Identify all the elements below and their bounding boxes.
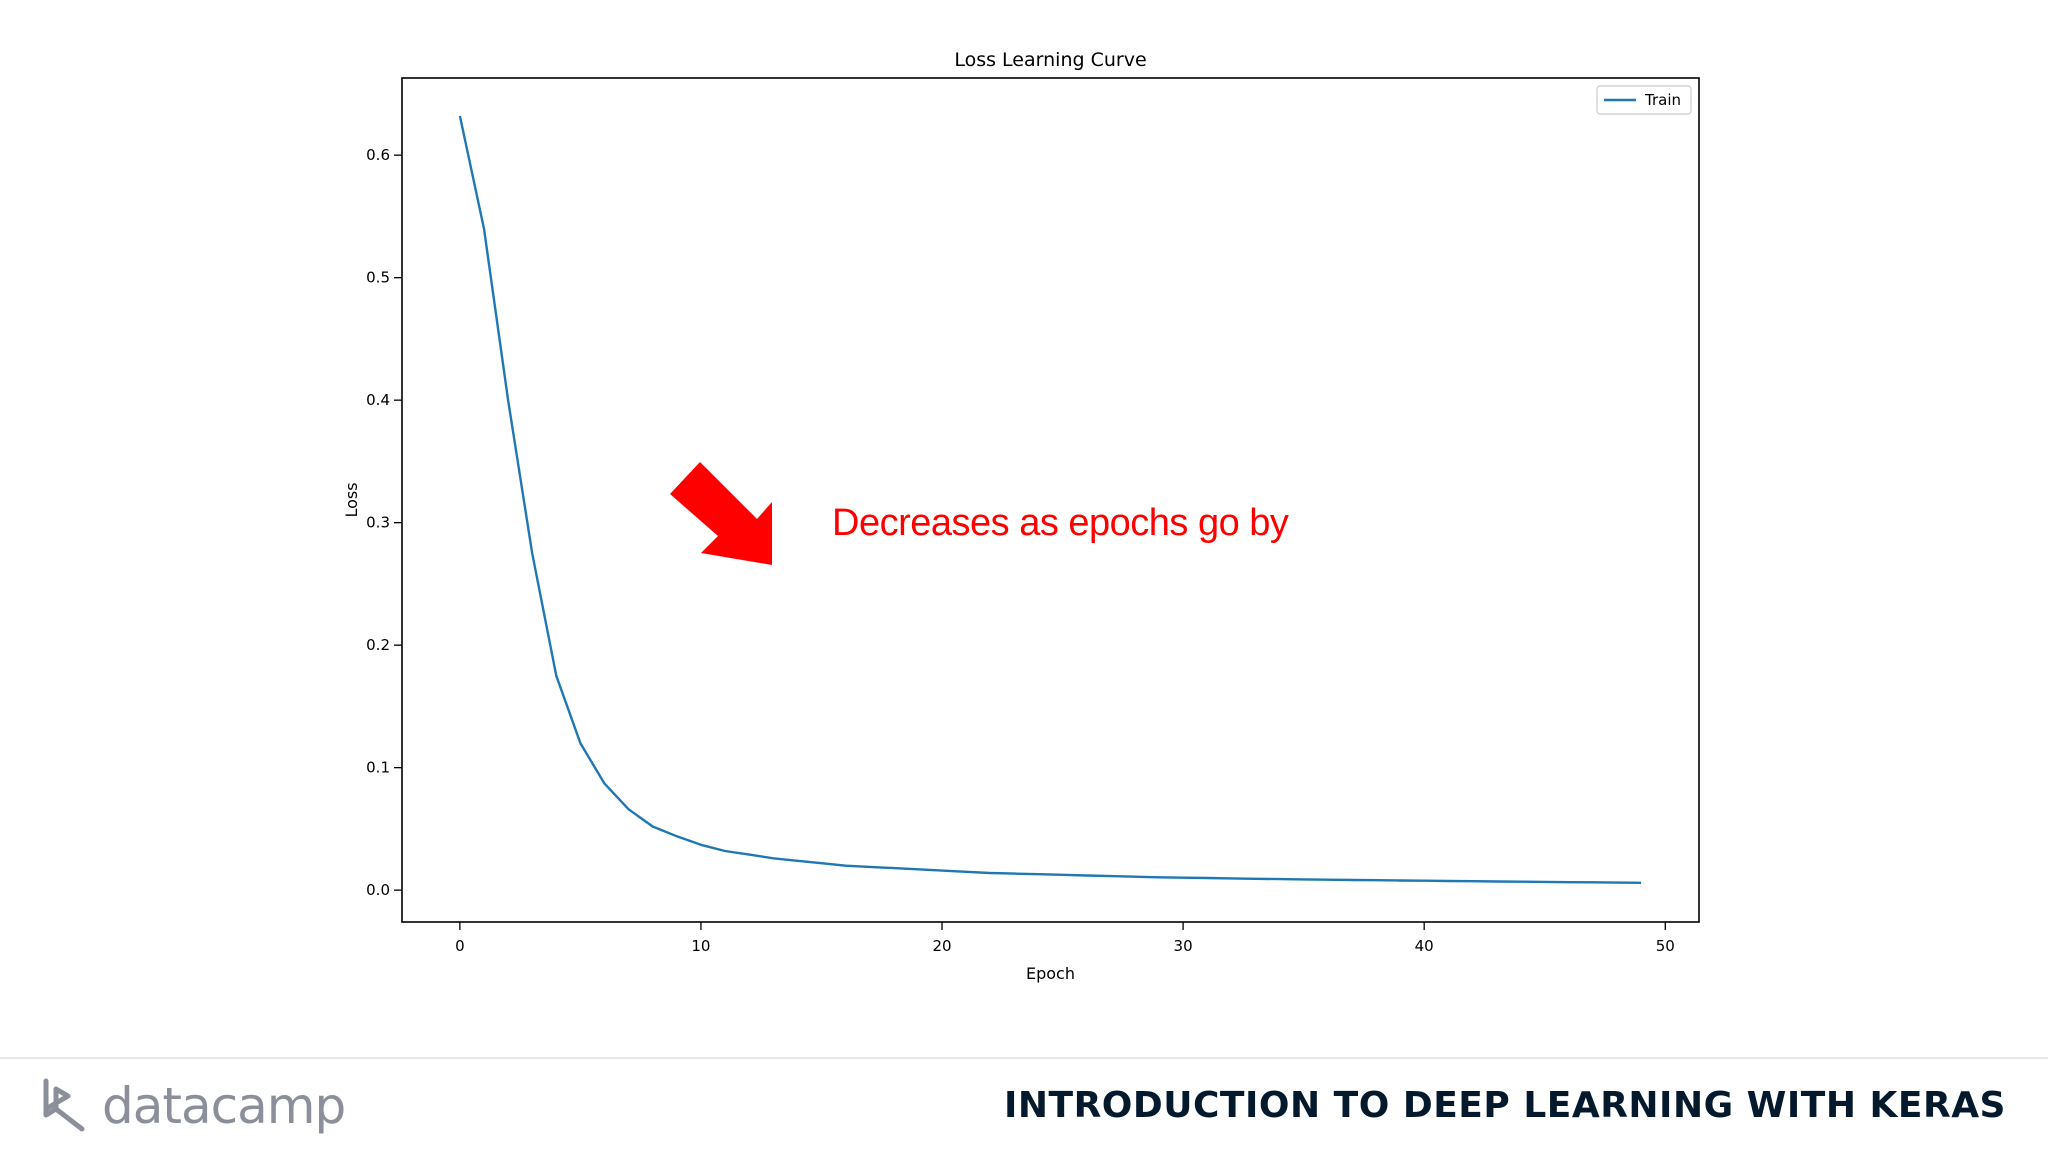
x-tick-label: 0 <box>455 937 465 955</box>
y-tick-label: 0.2 <box>366 636 390 654</box>
chart-title: Loss Learning Curve <box>954 49 1146 71</box>
x-tick-label: 30 <box>1174 937 1193 955</box>
x-tick-label: 40 <box>1415 937 1434 955</box>
annotation-text: Decreases as epochs go by <box>832 502 1289 544</box>
y-tick-label: 0.0 <box>366 881 390 899</box>
x-tick-label: 10 <box>691 937 710 955</box>
course-title: INTRODUCTION TO DEEP LEARNING WITH KERAS <box>1003 1085 2006 1126</box>
series-line-train <box>458 115 1642 884</box>
x-tick-label: 20 <box>932 937 951 955</box>
datacamp-logo-icon <box>43 1078 85 1132</box>
plot-frame <box>401 77 1700 923</box>
y-tick-label: 0.3 <box>366 514 390 532</box>
y-tick-label: 0.1 <box>366 759 390 777</box>
brand: datacamp <box>42 1076 346 1136</box>
x-axis-label: Epoch <box>1026 964 1075 983</box>
legend-label-train: Train <box>1644 91 1681 109</box>
loss-chart: Loss Learning Curve 0 10 20 30 40 50 0.0 0.1 0.2 0… <box>342 49 1700 983</box>
y-tick-label: 0.6 <box>366 146 390 164</box>
arrow-down-right-icon <box>670 462 772 565</box>
y-tick-label: 0.4 <box>366 391 390 409</box>
brand-name: datacamp <box>102 1077 346 1135</box>
y-axis-label: Loss <box>342 482 361 517</box>
footer-divider <box>0 1057 2048 1059</box>
legend-box <box>1596 85 1692 115</box>
y-tick-label: 0.5 <box>366 269 390 287</box>
x-tick-label: 50 <box>1656 937 1675 955</box>
